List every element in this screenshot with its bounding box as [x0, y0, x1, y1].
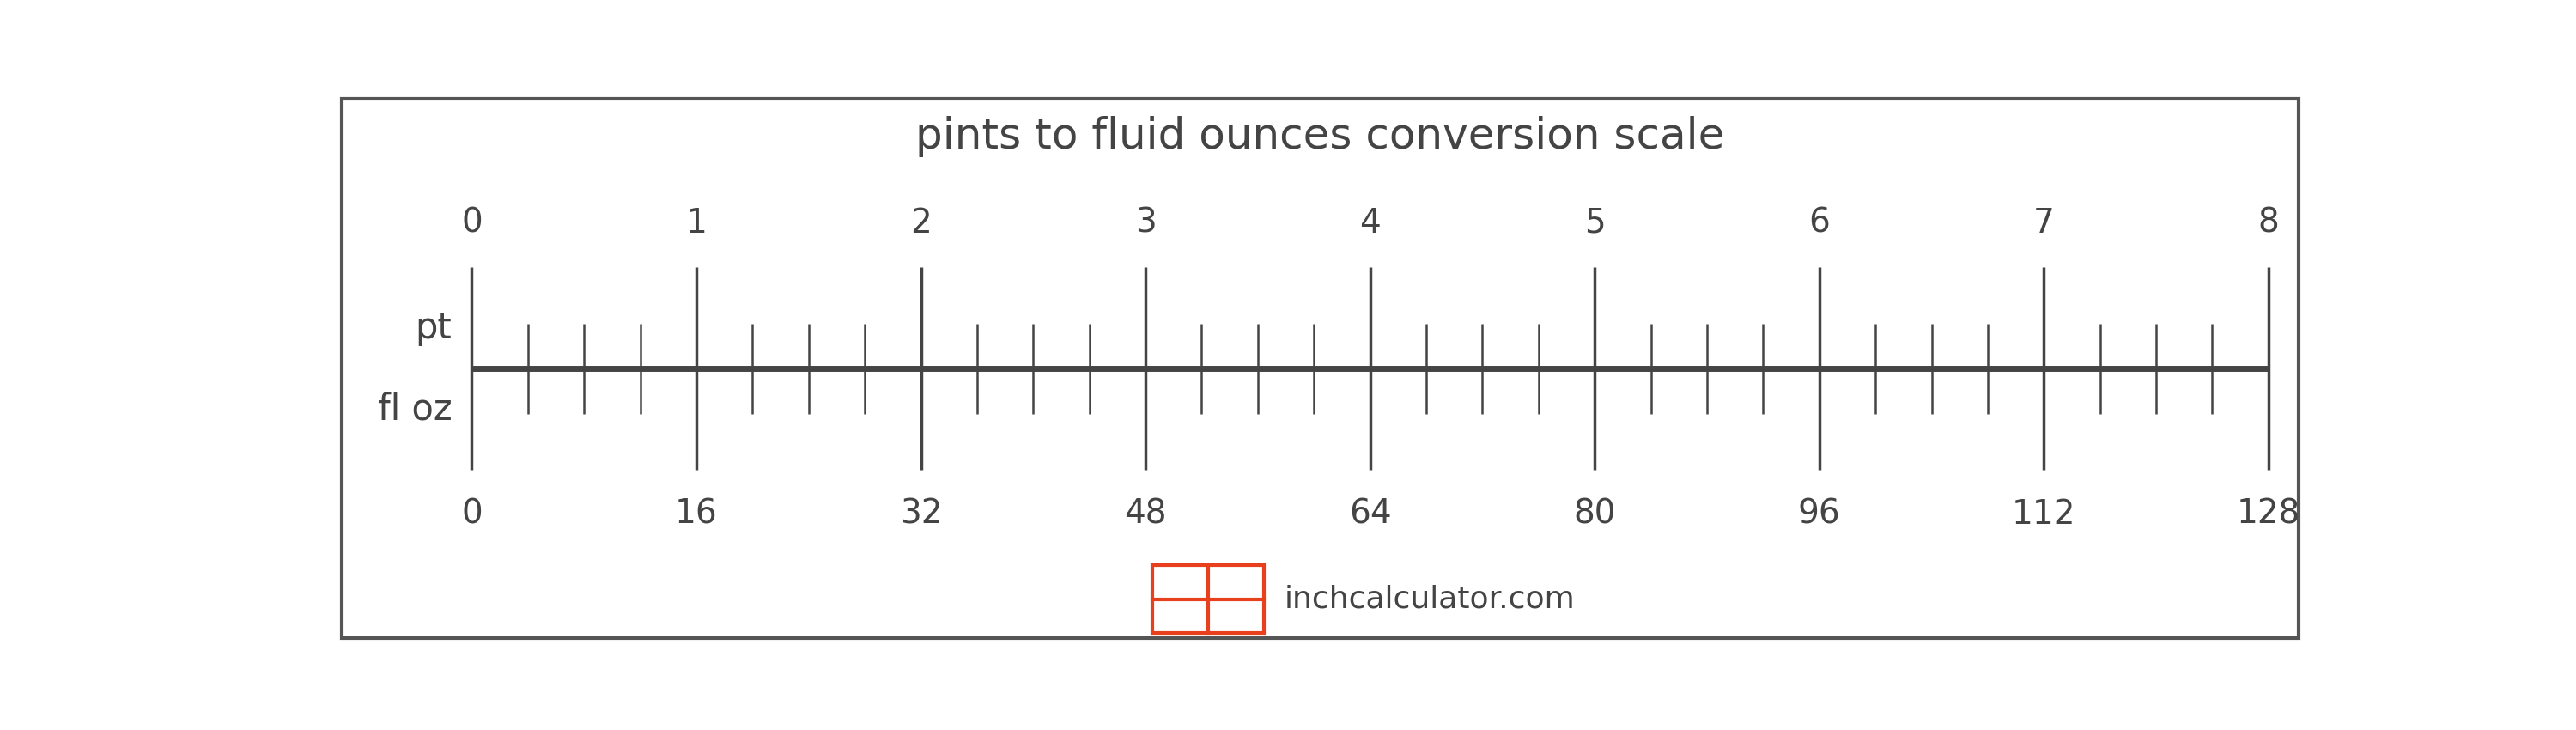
Text: 64: 64 — [1350, 498, 1391, 531]
Bar — [1151, 566, 1265, 633]
Text: 6: 6 — [1808, 207, 1829, 239]
Text: 112: 112 — [2012, 498, 2076, 531]
Text: 3: 3 — [1136, 207, 1157, 239]
Text: 0: 0 — [461, 498, 482, 531]
Text: 8: 8 — [2257, 207, 2280, 239]
Text: inchcalculator.com: inchcalculator.com — [1285, 585, 1574, 614]
Text: pt: pt — [415, 310, 451, 346]
Text: 16: 16 — [675, 498, 719, 531]
Text: 1: 1 — [685, 207, 706, 239]
Text: 48: 48 — [1123, 498, 1167, 531]
Text: 2: 2 — [909, 207, 933, 239]
Text: 128: 128 — [2236, 498, 2300, 531]
Text: 80: 80 — [1574, 498, 1615, 531]
Text: 7: 7 — [2032, 207, 2056, 239]
Text: 0: 0 — [461, 207, 482, 239]
Text: 4: 4 — [1360, 207, 1381, 239]
Text: fl oz: fl oz — [376, 391, 451, 427]
Text: 5: 5 — [1584, 207, 1605, 239]
Text: 32: 32 — [899, 498, 943, 531]
Text: 96: 96 — [1798, 498, 1842, 531]
Text: pints to fluid ounces conversion scale: pints to fluid ounces conversion scale — [914, 116, 1726, 157]
